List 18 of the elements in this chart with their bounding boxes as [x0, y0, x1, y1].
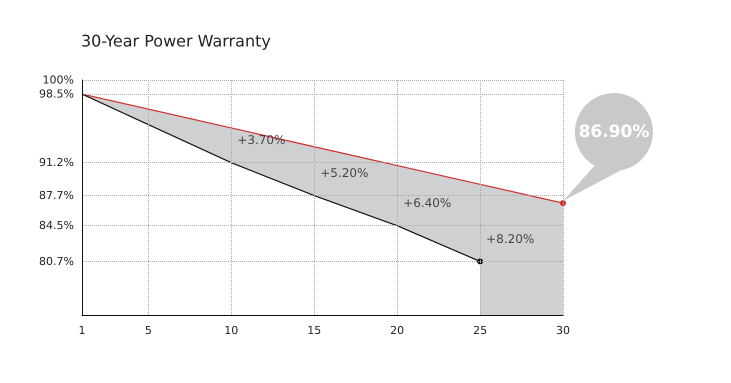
x-tick-label: 10	[224, 324, 238, 337]
annotation: +3.70%	[237, 133, 286, 148]
x-tick-label: 20	[390, 324, 404, 337]
annotation: +5.20%	[320, 166, 368, 180]
x-tick-label: 25	[473, 324, 488, 337]
x-tick-label: 5	[144, 324, 152, 337]
y-tick-label: 84.5%	[39, 219, 74, 232]
y-tick-label: 80.7%	[39, 254, 74, 268]
x-tick-label: 30	[556, 324, 570, 337]
x-tick-label: 15	[307, 324, 322, 337]
y-tick-label: 100%	[42, 74, 74, 86]
x-tick-label: 1	[78, 324, 86, 337]
y-tick-label: 87.7%	[39, 189, 74, 202]
annotation: +6.40%	[403, 196, 452, 210]
y-tick-label: 98.5%	[39, 88, 74, 101]
chart-title: 30-Year Power Warranty	[81, 32, 271, 50]
y-tick-label: 91.2%	[39, 156, 74, 170]
annotation: +8.20%	[486, 232, 534, 246]
